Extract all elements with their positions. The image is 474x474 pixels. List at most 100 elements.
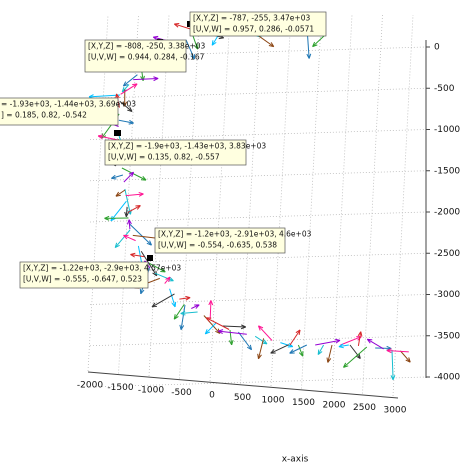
arrow-head <box>270 349 276 354</box>
arrow-head <box>386 348 392 354</box>
z-tick-label: -1000 <box>434 125 460 135</box>
arrow-head <box>173 22 180 28</box>
arrow-head <box>211 40 217 46</box>
datatip: [X,Y,Z] = -808, -250, 3.38e+03 [U,V,W] = … <box>84 39 205 73</box>
grid-line <box>392 14 414 397</box>
grid-line <box>148 14 170 377</box>
arrow-head <box>153 76 159 82</box>
arrow <box>391 349 394 380</box>
datatip-box <box>19 261 149 289</box>
arrow <box>237 331 252 351</box>
x-tick-label: 3000 <box>384 406 407 416</box>
arrow <box>128 219 131 230</box>
z-tick-label: 0 <box>434 43 440 53</box>
arrow <box>307 34 310 59</box>
arrow-head <box>298 351 304 357</box>
arrow <box>154 272 174 282</box>
arrow-head <box>204 329 211 335</box>
grid-line <box>270 14 292 387</box>
grid-line <box>209 14 231 382</box>
arrow-head <box>257 353 262 360</box>
arrow <box>123 234 136 242</box>
x-tick-label: 1500 <box>292 398 315 408</box>
grid-line <box>89 87 427 99</box>
arrow-head <box>115 191 121 197</box>
arrow-head <box>295 329 301 335</box>
datatip-box <box>84 39 187 73</box>
arrow <box>367 338 384 350</box>
arrow <box>338 344 349 348</box>
datatip-text: [X,Y,Z] = -808, -250, 3.38e+03 <box>88 42 205 51</box>
arrow-head <box>190 54 195 60</box>
arrow-head <box>240 324 246 330</box>
arrow <box>257 338 265 359</box>
arrow-head <box>135 205 141 210</box>
arrow-head <box>185 295 191 301</box>
arrow-head <box>205 317 212 322</box>
grid-line <box>362 14 383 394</box>
arrow-head <box>246 344 253 351</box>
arrow-head <box>127 219 132 225</box>
arrow <box>191 304 200 309</box>
arrow-head <box>123 234 129 240</box>
arrow <box>192 35 199 50</box>
arrow <box>119 100 133 112</box>
datatip-text: = -1.93e+03, -1.44e+03, 3.69e+03 <box>1 100 136 109</box>
z-tick-label: -2000 <box>434 208 460 218</box>
arrow <box>164 276 171 284</box>
z-tick-label: -500 <box>434 84 455 94</box>
arrow <box>118 119 134 124</box>
arrow <box>121 167 147 181</box>
x-tick-label: 2000 <box>323 401 346 411</box>
arrow <box>127 205 141 213</box>
datatip: = -1.93e+03, -1.44e+03, 3.69e+03] = 0.18… <box>0 97 136 136</box>
arrow <box>218 330 247 335</box>
arrow-head <box>160 267 166 273</box>
arrow <box>133 77 159 81</box>
arrow-head <box>114 242 120 249</box>
arrow <box>289 344 308 354</box>
datatip-text: [U,V,W] = -0.555, -0.647, 0.523 <box>23 275 142 284</box>
datatip-box <box>0 97 119 126</box>
arrow-head <box>343 362 349 368</box>
arrow-head <box>268 42 275 48</box>
arrow-head <box>405 357 411 363</box>
arrow <box>123 171 134 183</box>
x-tick-label: 1000 <box>262 396 285 406</box>
arrow-head <box>127 106 133 112</box>
arrow-head <box>366 338 373 344</box>
datatip-marker <box>115 130 121 136</box>
arrow-head <box>194 304 200 309</box>
arrow <box>125 206 128 217</box>
arrow <box>209 300 212 320</box>
arrow-head <box>128 171 134 178</box>
arrow-head <box>171 301 177 308</box>
arrow-head <box>306 53 312 59</box>
arrow <box>128 223 152 246</box>
datatip-box <box>154 227 286 254</box>
arrow-head <box>228 339 234 346</box>
arrow <box>125 193 144 197</box>
x-axis-line <box>87 371 399 399</box>
x-tick-label: -1500 <box>107 383 133 393</box>
x-tick-label: -2000 <box>77 381 103 391</box>
arrow <box>180 304 186 330</box>
arrow-head <box>132 83 138 89</box>
datatip: [X,Y,Z] = -1.9e+03, -1.43e+03, 3.83e+03 [… <box>104 130 266 166</box>
arrow-head <box>218 329 224 334</box>
datatip-box <box>189 11 327 37</box>
arrow <box>179 297 191 300</box>
arrow <box>340 336 362 346</box>
grid-line <box>89 170 427 182</box>
arrow-head <box>287 342 294 348</box>
grid-line <box>89 335 427 347</box>
arrow-head <box>97 134 104 140</box>
arrow <box>258 325 273 341</box>
arrow <box>123 74 138 87</box>
x-axis-label: x-axis <box>282 455 309 465</box>
arrow-head <box>312 41 318 48</box>
arrow-head <box>289 349 295 354</box>
datatip-text: [U,V,W] = 0.944, 0.284, -0.167 <box>88 53 205 62</box>
arrow-head <box>141 175 147 181</box>
